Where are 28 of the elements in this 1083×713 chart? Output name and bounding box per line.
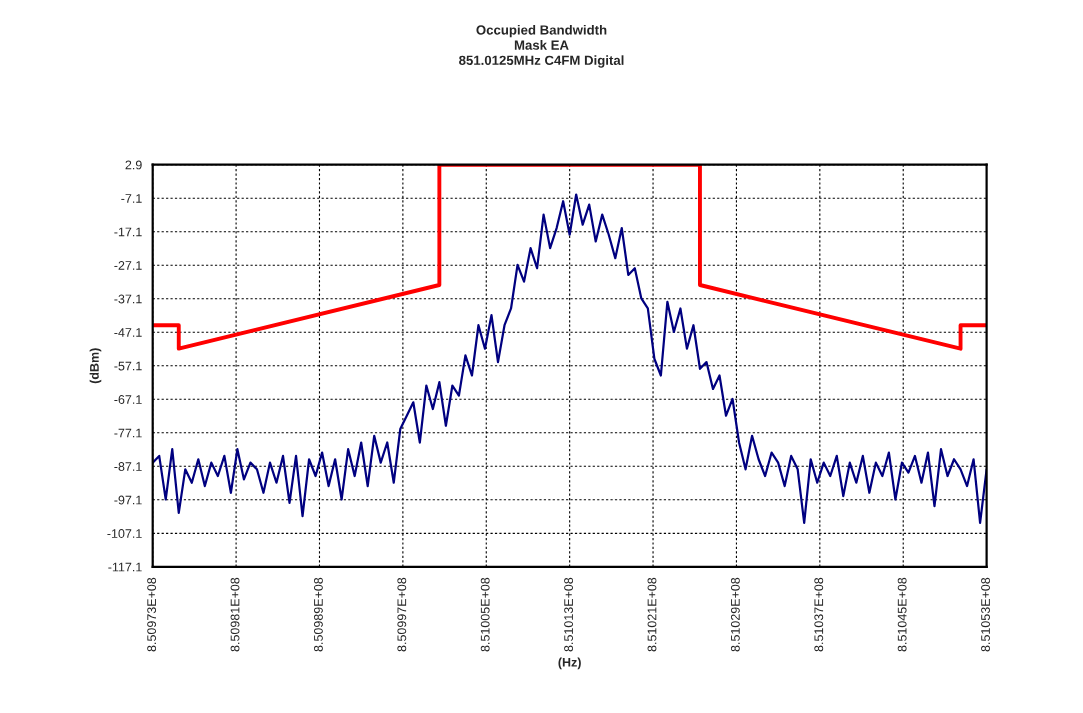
x-tick-label: 8.51037E+08: [814, 577, 824, 652]
x-tick-label: 8.51013E+08: [564, 577, 574, 652]
chart-title: Occupied Bandwidth Mask EA 851.0125MHz C4FM Digital: [459, 24, 624, 68]
y-tick-label: -77.1: [114, 428, 142, 438]
line-series: [152, 193, 987, 525]
x-tick-label: 8.51005E+08: [480, 577, 490, 652]
x-tick-label: 8.51021E+08: [647, 577, 657, 652]
x-tick-label: 8.50989E+08: [313, 577, 323, 652]
x-tick-label: 8.51029E+08: [730, 577, 740, 652]
y-tick-label: -67.1: [114, 395, 142, 404]
y-tick-label: -107.1: [107, 529, 142, 538]
x-tick-label: 8.50997E+08: [397, 577, 407, 652]
y-tick-label: -7.1: [121, 194, 142, 203]
x-axis-title: (Hz): [558, 657, 581, 670]
y-tick-label: -117.1: [108, 562, 142, 572]
x-tick-label: 8.51053E+08: [981, 577, 990, 652]
y-tick-label: -17.1: [114, 227, 142, 237]
y-tick-label: -87.1: [114, 462, 142, 471]
y-tick-label: -27.1: [114, 261, 142, 270]
x-tick-label: 8.50973E+08: [147, 577, 157, 652]
y-tick-label: -47.1: [114, 328, 142, 337]
x-tick-label: 8.51045E+08: [897, 577, 907, 652]
y-axis-title: (dBm): [89, 348, 102, 384]
y-tick-label: -37.1: [114, 294, 142, 304]
y-tick-label: 2.9: [125, 160, 142, 170]
y-tick-label: -57.1: [114, 361, 142, 371]
x-tick-label: 8.50981E+08: [230, 577, 240, 652]
y-tick-label: -97.1: [114, 495, 142, 505]
